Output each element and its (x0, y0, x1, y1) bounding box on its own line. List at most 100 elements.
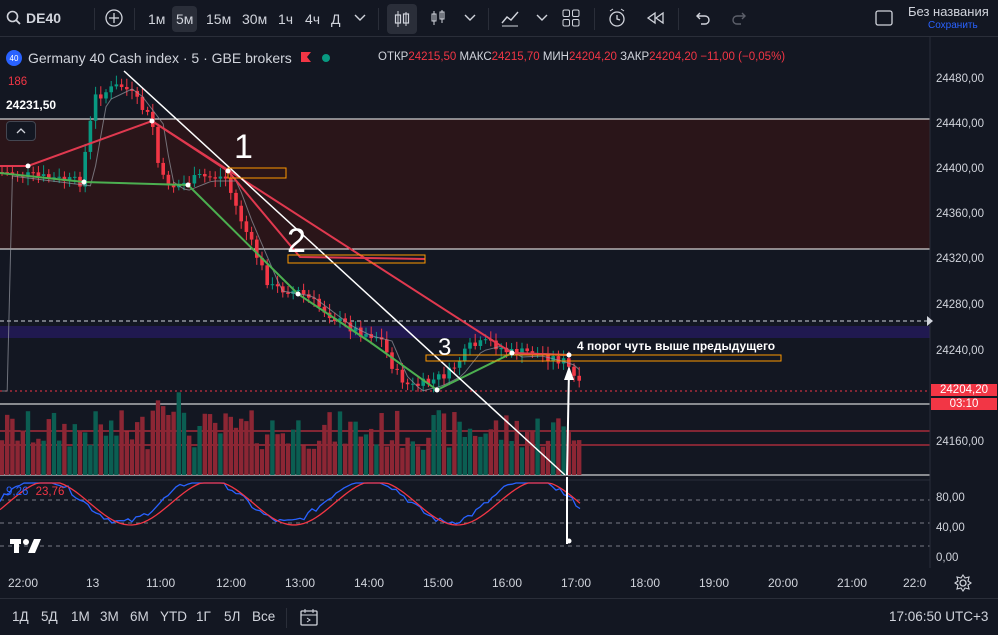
volume-bar (317, 440, 322, 475)
time-axis[interactable]: 22:00 13 11:00 12:00 13:00 14:00 15:00 1… (0, 568, 998, 598)
volume-bar (275, 434, 280, 475)
timeframe-15m[interactable]: 15м (206, 11, 232, 27)
settings-gear-icon[interactable] (954, 574, 972, 597)
volume-bar (311, 448, 317, 475)
range-1d[interactable]: 1Д (12, 609, 29, 624)
orange-box-3 (425, 354, 782, 362)
layout-checkbox-icon[interactable] (874, 8, 894, 28)
volume-bar (504, 415, 509, 475)
chart-type-icon[interactable] (500, 8, 520, 28)
timeframe-1d[interactable]: Д (331, 11, 341, 27)
candle-body (5, 172, 9, 174)
volume-bar (223, 413, 228, 475)
candles-icon[interactable] (387, 4, 417, 34)
chevron-down-icon[interactable] (460, 8, 480, 28)
time-tick: 22:0 (903, 576, 927, 590)
volume-bar (306, 448, 311, 475)
candle-body (26, 172, 30, 177)
volume-value: 186 (8, 76, 28, 88)
symbol-label[interactable]: DE40 (26, 10, 62, 26)
candle-body (260, 257, 264, 266)
volume-bar (395, 410, 400, 475)
candle-body (41, 174, 46, 176)
candle-body (296, 290, 301, 292)
price-tick: 24320,00 (936, 253, 984, 265)
candle-body (73, 176, 77, 178)
chevron-down-icon[interactable] (532, 8, 552, 28)
layout-name[interactable]: Без названия (908, 4, 989, 19)
clock[interactable]: 17:06:50 UTC+3 (889, 609, 989, 624)
white-arrow-line (566, 369, 570, 476)
range-5y[interactable]: 5Л (224, 609, 241, 624)
candle-body (483, 339, 488, 341)
volume-bar (57, 440, 62, 475)
collapse-button[interactable] (6, 121, 36, 141)
range-5d[interactable]: 5Д (41, 609, 58, 624)
goto-date-icon[interactable] (299, 607, 319, 632)
indicators-icon[interactable] (428, 8, 448, 28)
volume-bar (519, 447, 525, 475)
volume-bar (135, 422, 140, 475)
alert-clock-icon[interactable] (607, 8, 627, 28)
volume-bar (499, 439, 504, 475)
range-all[interactable]: Все (252, 609, 276, 624)
volume-bar (478, 436, 483, 475)
candle-body (572, 366, 576, 376)
range-1y[interactable]: 1Г (196, 609, 211, 624)
volume-bar (389, 440, 395, 475)
price-label: 24231,50 (6, 98, 57, 112)
osc-tick: 80,00 (936, 492, 965, 504)
volume-bar (233, 427, 239, 475)
top-toolbar: DE40 1м 5м 15м 30м 1ч 4ч Д (0, 0, 998, 37)
candle-body (229, 178, 233, 193)
oscillator-legend: 9,26 23,76 (6, 486, 64, 498)
candle-body (291, 290, 295, 294)
volume-bar (41, 440, 46, 475)
candle-body (171, 185, 176, 188)
flag-icon[interactable] (300, 50, 312, 66)
candle-body (577, 375, 581, 381)
replay-icon[interactable] (645, 8, 665, 28)
volume-bar (577, 440, 582, 475)
range-6m[interactable]: 6М (130, 609, 149, 624)
price-chart[interactable] (0, 37, 998, 568)
time-tick: 14:00 (354, 576, 385, 590)
time-tick: 15:00 (423, 576, 454, 590)
undo-icon[interactable] (692, 8, 712, 28)
symbol-logo: 40 (6, 50, 22, 66)
volume-bar (405, 437, 410, 475)
price-tick: 24160,00 (936, 436, 984, 448)
candle-body (374, 337, 379, 339)
candle-body (57, 176, 61, 178)
chevron-down-icon[interactable] (350, 8, 370, 28)
candle-body (166, 174, 171, 186)
volume-bar (171, 411, 176, 475)
timeframe-30m[interactable]: 30м (242, 11, 268, 27)
templates-grid-icon[interactable] (561, 8, 581, 28)
stoch-k-value: 9,26 (6, 486, 29, 498)
volume-bar (192, 447, 197, 475)
price-tick: 24360,00 (936, 208, 984, 220)
range-ytd[interactable]: YTD (160, 609, 187, 624)
price-axis[interactable]: 24480,00 24440,00 24400,00 24360,00 2432… (930, 36, 998, 566)
time-tick: 13 (86, 576, 100, 590)
range-3m[interactable]: 3М (100, 609, 119, 624)
timeframe-1m[interactable]: 1м (148, 11, 166, 27)
timeframe-1h[interactable]: 1ч (278, 11, 294, 27)
candle-body (452, 367, 457, 369)
volume-bar (509, 441, 514, 475)
volume-bar (239, 418, 244, 475)
legend-title[interactable]: Germany 40 Cash index · 5 · GBE brokers (28, 50, 292, 66)
volume-bar (249, 410, 254, 475)
volume-bar (462, 436, 467, 475)
candle-body (520, 348, 524, 356)
arrow-head (564, 366, 574, 380)
candle-body (405, 382, 410, 385)
add-compare-icon[interactable] (104, 8, 124, 28)
range-1m[interactable]: 1М (71, 609, 90, 624)
timeframe-4h[interactable]: 4ч (305, 11, 321, 27)
timeframe-5m[interactable]: 5м (172, 6, 198, 32)
search-icon[interactable] (4, 8, 24, 28)
save-status[interactable]: Сохранить (928, 20, 978, 31)
candle-body (239, 205, 243, 222)
